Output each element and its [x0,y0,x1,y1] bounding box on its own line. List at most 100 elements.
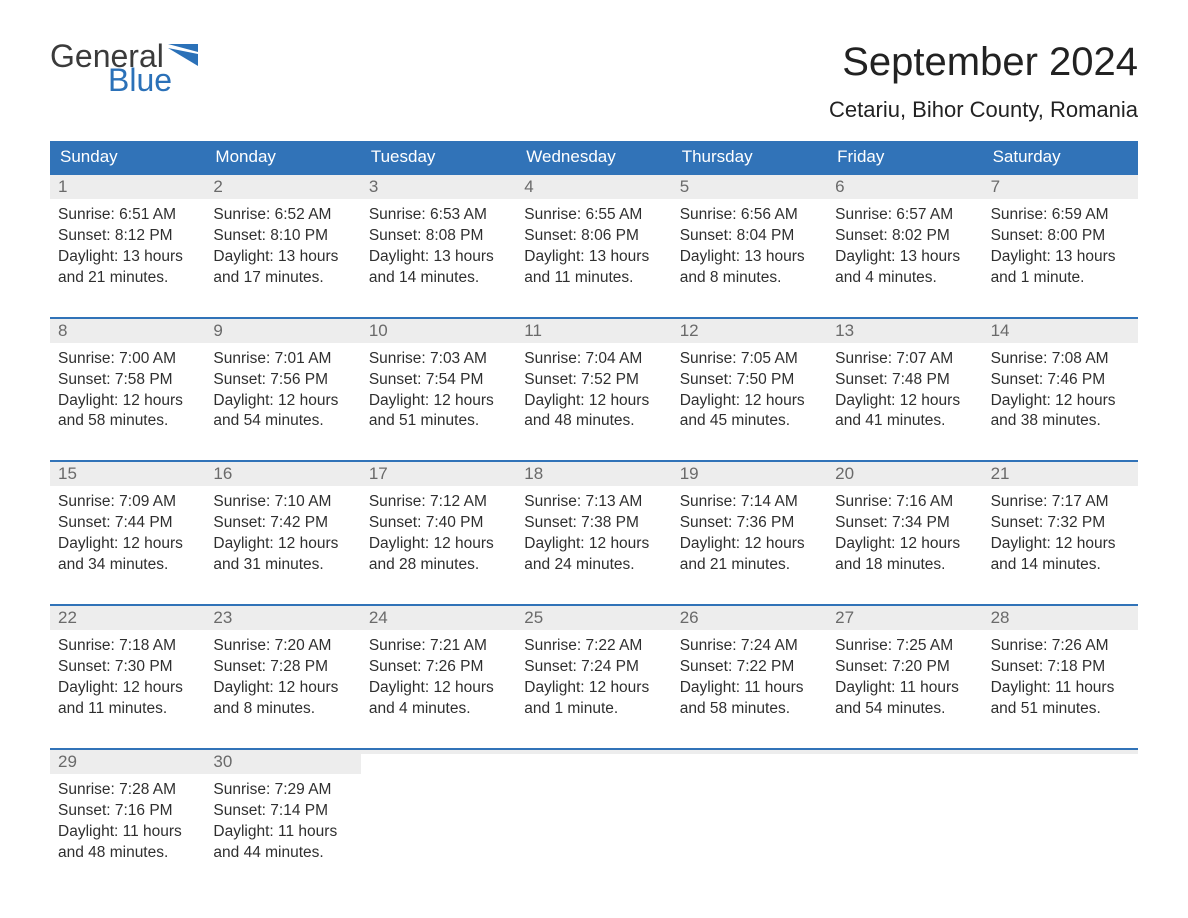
day-dl2: and 45 minutes. [680,411,819,432]
daynum-row: 23 [205,606,360,630]
day-sunset: Sunset: 7:24 PM [524,657,663,678]
day-sunset: Sunset: 7:20 PM [835,657,974,678]
day-sunrise: Sunrise: 7:01 AM [213,349,352,370]
day-dl2: and 54 minutes. [213,411,352,432]
day-sunset: Sunset: 7:26 PM [369,657,508,678]
brand-logo: General Blue [50,40,208,96]
day-sunset: Sunset: 7:34 PM [835,513,974,534]
day-body: Sunrise: 7:07 AMSunset: 7:48 PMDaylight:… [827,343,982,437]
flag-icon [168,44,208,66]
day-cell: 28Sunrise: 7:26 AMSunset: 7:18 PMDayligh… [983,606,1138,724]
day-dl2: and 1 minute. [991,268,1130,289]
day-number: 13 [835,321,854,340]
day-sunrise: Sunrise: 7:29 AM [213,780,352,801]
day-cell [361,750,516,868]
day-sunset: Sunset: 8:12 PM [58,226,197,247]
day-sunset: Sunset: 7:42 PM [213,513,352,534]
day-cell: 13 Sunrise: 7:07 AMSunset: 7:48 PMDayligh… [827,319,982,437]
day-cell: 19 Sunrise: 7:14 AMSunset: 7:36 PMDayligh… [672,462,827,580]
day-sunrise: Sunrise: 6:55 AM [524,205,663,226]
day-sunset: Sunset: 7:40 PM [369,513,508,534]
daynum-row: 20 [827,462,982,486]
day-number: 28 [991,608,1010,627]
dow-monday: Monday [205,141,360,173]
day-body: Sunrise: 7:18 AMSunset: 7:30 PMDaylight:… [50,630,205,724]
day-cell: 3Sunrise: 6:53 AMSunset: 8:08 PMDaylight… [361,175,516,293]
location-subtitle: Cetariu, Bihor County, Romania [829,97,1138,123]
day-number: 20 [835,464,854,483]
day-body: Sunrise: 7:14 AMSunset: 7:36 PMDaylight:… [672,486,827,580]
day-number: 11 [524,321,542,340]
day-dl1: Daylight: 12 hours [524,534,663,555]
day-number: 14 [991,321,1010,340]
daynum-row: 30 [205,750,360,774]
day-dl2: and 1 minute. [524,699,663,720]
daynum-row: 28 [983,606,1138,630]
day-dl1: Daylight: 12 hours [835,391,974,412]
day-sunset: Sunset: 7:14 PM [213,801,352,822]
day-dl2: and 54 minutes. [835,699,974,720]
day-number: 3 [369,177,378,196]
day-number: 2 [213,177,222,196]
day-body: Sunrise: 6:57 AMSunset: 8:02 PMDaylight:… [827,199,982,293]
day-sunrise: Sunrise: 6:51 AM [58,205,197,226]
day-body: Sunrise: 7:08 AMSunset: 7:46 PMDaylight:… [983,343,1138,437]
day-sunset: Sunset: 7:28 PM [213,657,352,678]
daynum-row: 12 [672,319,827,343]
day-dl2: and 58 minutes. [58,411,197,432]
day-body: Sunrise: 6:52 AMSunset: 8:10 PMDaylight:… [205,199,360,293]
day-dl2: and 11 minutes. [524,268,663,289]
day-number: 6 [835,177,844,196]
day-dl2: and 21 minutes. [680,555,819,576]
day-sunset: Sunset: 7:36 PM [680,513,819,534]
day-dl1: Daylight: 12 hours [835,534,974,555]
week-row: 15Sunrise: 7:09 AMSunset: 7:44 PMDayligh… [50,460,1138,580]
day-sunrise: Sunrise: 7:05 AM [680,349,819,370]
day-body: Sunrise: 7:17 AMSunset: 7:32 PMDaylight:… [983,486,1138,580]
day-sunset: Sunset: 8:02 PM [835,226,974,247]
day-cell: 4Sunrise: 6:55 AMSunset: 8:06 PMDaylight… [516,175,671,293]
day-cell: 8Sunrise: 7:00 AMSunset: 7:58 PMDaylight… [50,319,205,437]
day-dl1: Daylight: 13 hours [369,247,508,268]
day-dl1: Daylight: 13 hours [213,247,352,268]
day-body [827,754,982,764]
day-sunset: Sunset: 7:22 PM [680,657,819,678]
day-dl1: Daylight: 11 hours [680,678,819,699]
dow-tuesday: Tuesday [361,141,516,173]
day-dl1: Daylight: 11 hours [58,822,197,843]
day-body [516,754,671,764]
day-dl2: and 4 minutes. [835,268,974,289]
day-sunrise: Sunrise: 7:20 AM [213,636,352,657]
day-body: Sunrise: 7:25 AMSunset: 7:20 PMDaylight:… [827,630,982,724]
day-dl1: Daylight: 12 hours [213,678,352,699]
day-cell [672,750,827,868]
day-body: Sunrise: 7:29 AMSunset: 7:14 PMDaylight:… [205,774,360,868]
daynum-row: 29 [50,750,205,774]
daynum-row: 11 [516,319,671,343]
day-body: Sunrise: 7:00 AMSunset: 7:58 PMDaylight:… [50,343,205,437]
day-body: Sunrise: 6:55 AMSunset: 8:06 PMDaylight:… [516,199,671,293]
day-sunrise: Sunrise: 6:56 AM [680,205,819,226]
day-body: Sunrise: 7:16 AMSunset: 7:34 PMDaylight:… [827,486,982,580]
title-block: September 2024 Cetariu, Bihor County, Ro… [829,40,1138,123]
day-cell: 18Sunrise: 7:13 AMSunset: 7:38 PMDayligh… [516,462,671,580]
day-number: 1 [58,177,67,196]
day-body [672,754,827,764]
daynum-row: 5 [672,175,827,199]
day-number: 19 [680,464,699,483]
day-sunset: Sunset: 7:32 PM [991,513,1130,534]
day-body: Sunrise: 7:05 AMSunset: 7:50 PMDaylight:… [672,343,827,437]
dow-sunday: Sunday [50,141,205,173]
day-body: Sunrise: 7:10 AMSunset: 7:42 PMDaylight:… [205,486,360,580]
day-dl1: Daylight: 12 hours [680,534,819,555]
day-dl2: and 48 minutes. [58,843,197,864]
day-dl2: and 41 minutes. [835,411,974,432]
day-sunset: Sunset: 8:04 PM [680,226,819,247]
day-cell: 7Sunrise: 6:59 AMSunset: 8:00 PMDaylight… [983,175,1138,293]
day-sunrise: Sunrise: 6:52 AM [213,205,352,226]
day-cell: 16Sunrise: 7:10 AMSunset: 7:42 PMDayligh… [205,462,360,580]
day-dl2: and 44 minutes. [213,843,352,864]
day-dl1: Daylight: 12 hours [58,534,197,555]
day-dl1: Daylight: 11 hours [213,822,352,843]
day-number: 22 [58,608,77,627]
